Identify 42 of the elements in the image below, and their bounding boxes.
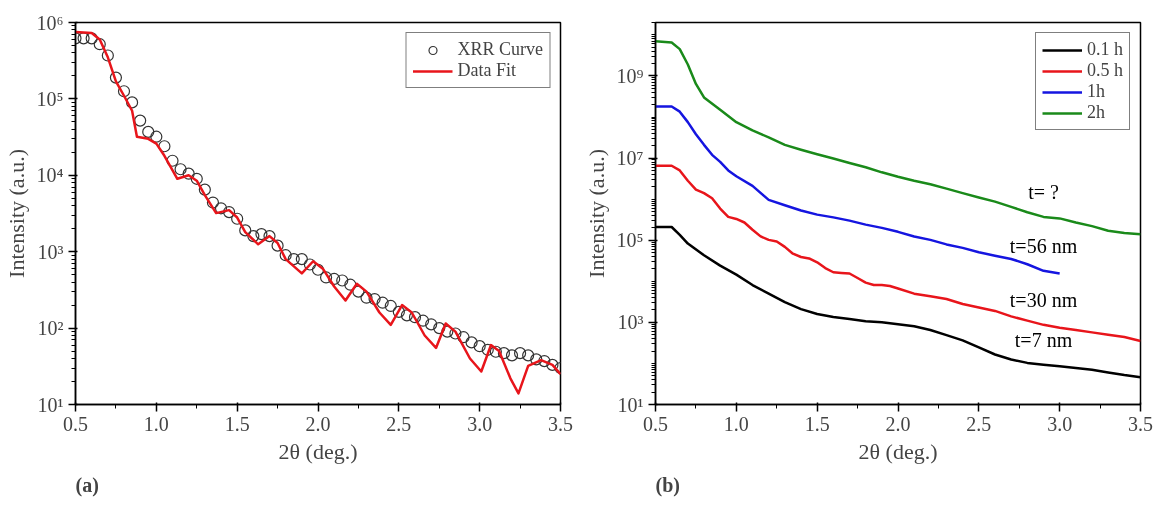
y-tick-label: 10⁶ <box>36 11 64 34</box>
legend-label: 2h <box>1087 102 1106 123</box>
x-tick-label: 1.0 <box>143 412 169 435</box>
annotation: t=56 nm <box>1009 234 1078 257</box>
annotation: t= ? <box>1028 180 1059 203</box>
y-tick-label: 10⁹ <box>616 64 644 87</box>
y-tick-label: 10³ <box>617 311 644 334</box>
x-tick-label: 3.5 <box>548 412 573 435</box>
x-tick-label: 2.5 <box>966 412 992 435</box>
legend-label: Data Fit <box>457 60 516 81</box>
x-tick-label: 1.5 <box>804 412 830 435</box>
x-axis-title: 2θ (deg.) <box>858 438 938 464</box>
x-tick-label: 1.0 <box>723 412 749 435</box>
x-tick-label: 2.0 <box>885 412 911 435</box>
y-tick-label: 10³ <box>37 240 64 263</box>
x-axis-title: 2θ (deg.) <box>278 438 358 464</box>
legend-label: 0.1 h <box>1087 39 1123 60</box>
y-tick-label: 10⁵ <box>616 229 644 252</box>
line-series <box>655 39 1141 236</box>
y-tick-label: 10⁴ <box>36 164 64 187</box>
x-tick-label: 1.5 <box>224 412 250 435</box>
y-tick-label: 10⁷ <box>616 147 644 170</box>
x-tick-label: 3.0 <box>467 412 493 435</box>
annotation: t=30 nm <box>1009 288 1078 311</box>
legend-label: 1h <box>1087 81 1106 102</box>
x-tick-label: 3.0 <box>1047 412 1073 435</box>
y-tick-label: 10¹ <box>617 393 644 416</box>
y-axis-title: Intensity (a.u.) <box>583 149 609 278</box>
x-tick-label: 3.5 <box>1128 412 1153 435</box>
annotation: t=7 nm <box>1014 328 1073 351</box>
x-tick-label: 2.0 <box>305 412 331 435</box>
legend-label: 0.5 h <box>1087 60 1123 81</box>
x-tick-label: 0.5 <box>643 412 668 435</box>
y-tick-label: 10¹ <box>37 393 64 416</box>
text: (b) <box>655 473 680 497</box>
y-axis-title: Intensity (a.u.) <box>3 149 29 278</box>
y-tick-label: 10⁵ <box>36 87 64 110</box>
x-tick-label: 2.5 <box>386 412 412 435</box>
x-tick-label: 0.5 <box>63 412 88 435</box>
text: (a) <box>75 473 99 497</box>
legend-label: XRR Curve <box>457 39 543 60</box>
y-tick-label: 10² <box>37 317 64 340</box>
